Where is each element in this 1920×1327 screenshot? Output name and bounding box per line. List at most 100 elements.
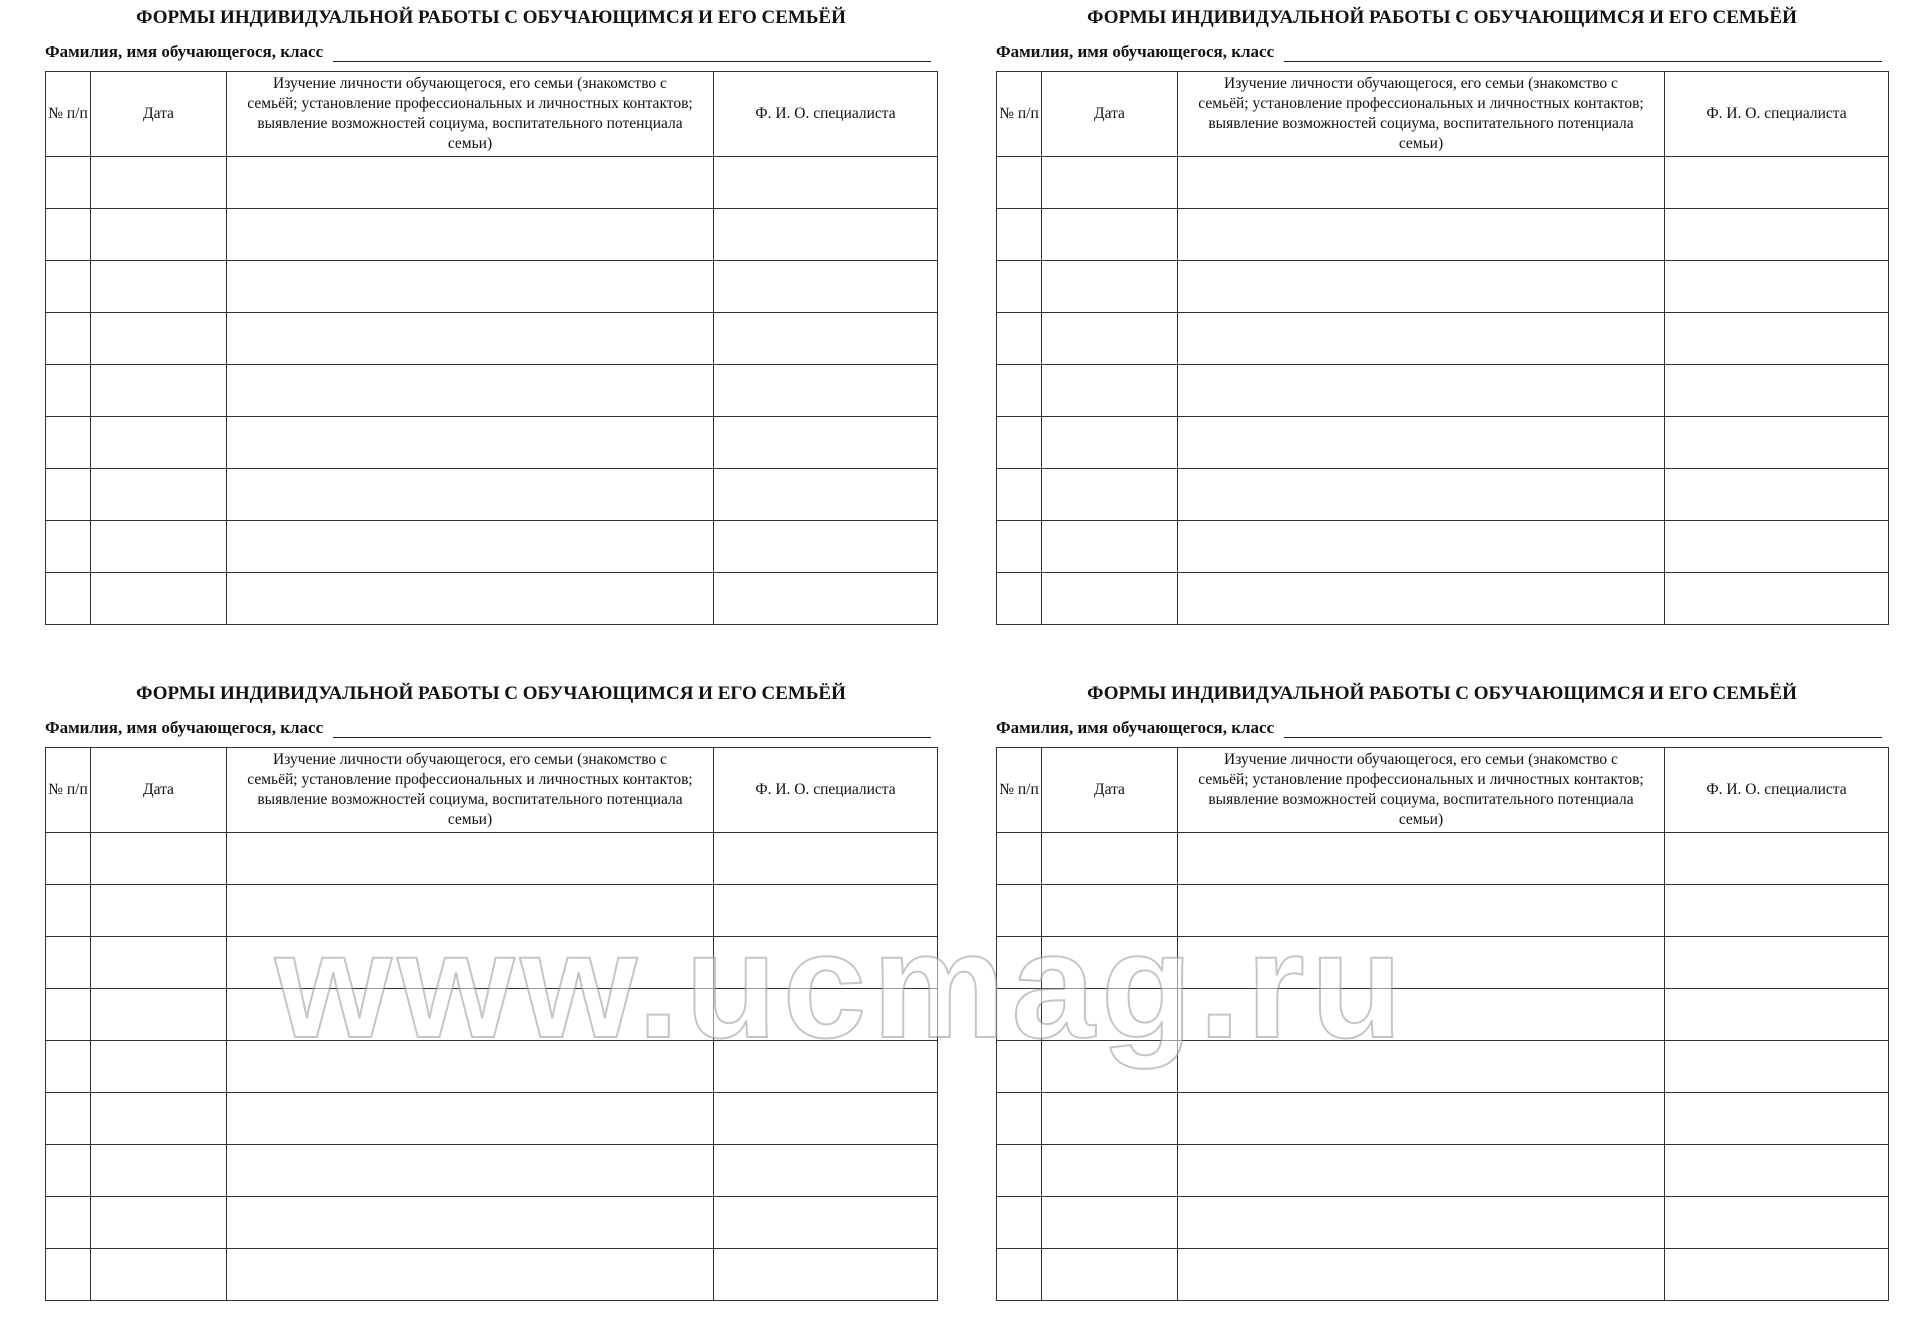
table-cell[interactable] <box>713 572 938 625</box>
table-cell[interactable] <box>90 572 227 625</box>
table-cell[interactable] <box>713 1040 938 1093</box>
table-cell[interactable] <box>996 1144 1042 1197</box>
table-cell[interactable] <box>713 1092 938 1145</box>
student-name-field[interactable] <box>333 721 931 738</box>
table-cell[interactable] <box>713 936 938 989</box>
table-cell[interactable] <box>1041 468 1178 521</box>
table-cell[interactable] <box>1664 572 1889 625</box>
table-cell[interactable] <box>45 468 91 521</box>
table-cell[interactable] <box>1177 520 1665 573</box>
table-cell[interactable] <box>45 1040 91 1093</box>
table-cell[interactable] <box>1664 520 1889 573</box>
table-cell[interactable] <box>226 884 714 937</box>
table-cell[interactable] <box>45 156 91 209</box>
table-cell[interactable] <box>226 468 714 521</box>
table-cell[interactable] <box>1041 572 1178 625</box>
table-cell[interactable] <box>1177 416 1665 469</box>
table-cell[interactable] <box>226 832 714 885</box>
table-cell[interactable] <box>45 572 91 625</box>
table-cell[interactable] <box>90 1196 227 1249</box>
table-cell[interactable] <box>1664 312 1889 365</box>
table-cell[interactable] <box>1177 1092 1665 1145</box>
table-cell[interactable] <box>90 156 227 209</box>
table-cell[interactable] <box>1041 988 1178 1041</box>
table-cell[interactable] <box>1177 936 1665 989</box>
table-cell[interactable] <box>1177 1144 1665 1197</box>
table-cell[interactable] <box>1041 884 1178 937</box>
table-cell[interactable] <box>45 312 91 365</box>
table-cell[interactable] <box>226 312 714 365</box>
table-cell[interactable] <box>996 156 1042 209</box>
table-cell[interactable] <box>226 1144 714 1197</box>
table-cell[interactable] <box>1664 208 1889 261</box>
table-cell[interactable] <box>713 364 938 417</box>
table-cell[interactable] <box>1041 1248 1178 1301</box>
table-cell[interactable] <box>90 1092 227 1145</box>
table-cell[interactable] <box>996 312 1042 365</box>
table-cell[interactable] <box>713 1196 938 1249</box>
table-cell[interactable] <box>996 1092 1042 1145</box>
table-cell[interactable] <box>226 1040 714 1093</box>
table-cell[interactable] <box>226 988 714 1041</box>
student-name-field[interactable] <box>333 45 931 62</box>
table-cell[interactable] <box>1664 260 1889 313</box>
table-cell[interactable] <box>45 936 91 989</box>
table-cell[interactable] <box>45 416 91 469</box>
table-cell[interactable] <box>1664 988 1889 1041</box>
table-cell[interactable] <box>226 364 714 417</box>
table-cell[interactable] <box>226 416 714 469</box>
table-cell[interactable] <box>90 1144 227 1197</box>
table-cell[interactable] <box>996 208 1042 261</box>
student-name-field[interactable] <box>1284 45 1882 62</box>
table-cell[interactable] <box>996 832 1042 885</box>
table-cell[interactable] <box>90 364 227 417</box>
table-cell[interactable] <box>45 520 91 573</box>
table-cell[interactable] <box>1664 832 1889 885</box>
table-cell[interactable] <box>1041 1144 1178 1197</box>
table-cell[interactable] <box>713 156 938 209</box>
table-cell[interactable] <box>713 1248 938 1301</box>
table-cell[interactable] <box>226 1196 714 1249</box>
table-cell[interactable] <box>90 520 227 573</box>
table-cell[interactable] <box>1041 1092 1178 1145</box>
table-cell[interactable] <box>1041 832 1178 885</box>
table-cell[interactable] <box>1664 468 1889 521</box>
table-cell[interactable] <box>226 520 714 573</box>
table-cell[interactable] <box>996 572 1042 625</box>
table-cell[interactable] <box>713 832 938 885</box>
table-cell[interactable] <box>226 572 714 625</box>
table-cell[interactable] <box>1177 468 1665 521</box>
table-cell[interactable] <box>90 468 227 521</box>
table-cell[interactable] <box>1041 936 1178 989</box>
table-cell[interactable] <box>713 260 938 313</box>
table-cell[interactable] <box>90 1248 227 1301</box>
table-cell[interactable] <box>1664 1248 1889 1301</box>
table-cell[interactable] <box>713 988 938 1041</box>
table-cell[interactable] <box>996 988 1042 1041</box>
table-cell[interactable] <box>1177 1196 1665 1249</box>
table-cell[interactable] <box>713 1144 938 1197</box>
table-cell[interactable] <box>45 1196 91 1249</box>
table-cell[interactable] <box>996 364 1042 417</box>
table-cell[interactable] <box>1177 364 1665 417</box>
table-cell[interactable] <box>1041 520 1178 573</box>
table-cell[interactable] <box>45 884 91 937</box>
table-cell[interactable] <box>713 520 938 573</box>
table-cell[interactable] <box>90 208 227 261</box>
table-cell[interactable] <box>713 208 938 261</box>
table-cell[interactable] <box>1177 312 1665 365</box>
table-cell[interactable] <box>1041 364 1178 417</box>
table-cell[interactable] <box>45 364 91 417</box>
table-cell[interactable] <box>1664 1092 1889 1145</box>
table-cell[interactable] <box>1177 572 1665 625</box>
table-cell[interactable] <box>45 260 91 313</box>
table-cell[interactable] <box>996 1040 1042 1093</box>
table-cell[interactable] <box>1041 1040 1178 1093</box>
student-name-field[interactable] <box>1284 721 1882 738</box>
table-cell[interactable] <box>45 208 91 261</box>
table-cell[interactable] <box>226 260 714 313</box>
table-cell[interactable] <box>90 416 227 469</box>
table-cell[interactable] <box>1177 208 1665 261</box>
table-cell[interactable] <box>1041 312 1178 365</box>
table-cell[interactable] <box>226 1092 714 1145</box>
